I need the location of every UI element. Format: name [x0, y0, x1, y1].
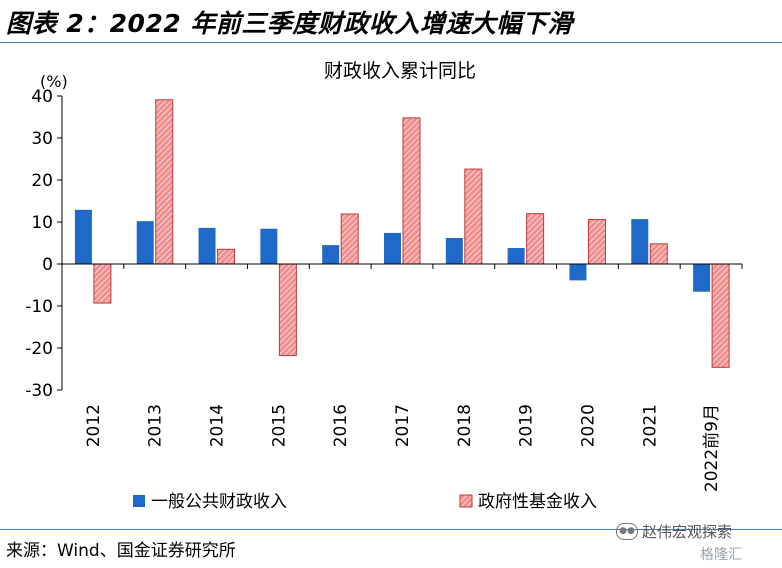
bar-chart: 财政收入累计同比 (%) 40 30 20 10 0 -10 -20 -30 2012 2013…	[25, 60, 743, 512]
bar-general	[322, 245, 340, 264]
y-tick-label: 30	[31, 129, 53, 149]
bar-general	[693, 264, 711, 292]
bar-fund	[649, 243, 668, 265]
bar-fund	[464, 168, 483, 265]
x-tick-label: 2016	[331, 404, 351, 447]
legend: 一般公共财政收入 政府性基金收入	[133, 492, 597, 512]
legend-label-general: 一般公共财政收入	[151, 492, 287, 512]
y-axis-unit: (%)	[40, 72, 68, 91]
bar-general	[569, 264, 587, 281]
watermark: ●● 赵伟宏观探索	[616, 521, 732, 542]
x-tick-label: 2019	[517, 404, 537, 447]
source-rule	[0, 529, 782, 530]
x-tick-label: 2013	[146, 404, 166, 447]
x-tick-label: 2022前9月	[702, 404, 722, 492]
x-tick-label: 2015	[269, 404, 289, 447]
x-tick-label: 2018	[455, 404, 475, 447]
y-tick-label: 0	[42, 255, 53, 275]
figure-title: 图表 2：2022 年前三季度财政收入增速大幅下滑	[6, 9, 573, 38]
bar-general	[507, 248, 525, 264]
source-note: 来源：Wind、国金证券研究所	[6, 541, 236, 561]
legend-swatch-fund	[459, 494, 473, 508]
bar-fund	[587, 218, 606, 265]
y-tick-label: -10	[25, 297, 53, 317]
bar-general	[136, 221, 154, 264]
y-tick-label: 10	[31, 213, 53, 233]
x-tick-label: 2014	[208, 404, 228, 447]
y-tick-label: 40	[31, 87, 53, 107]
y-tick-label: -30	[25, 381, 53, 401]
bar-fund	[402, 117, 421, 265]
watermark-text: 赵伟宏观探索	[642, 523, 733, 541]
wechat-icon: ●●	[616, 523, 638, 540]
y-tick-label: -20	[25, 339, 53, 359]
watermark-secondary: 格隆汇	[700, 547, 742, 563]
bar-fund	[217, 248, 236, 265]
bar-fund	[526, 213, 545, 265]
legend-label-fund: 政府性基金收入	[478, 492, 597, 512]
title-rule	[0, 42, 782, 43]
bar-general	[260, 228, 278, 264]
bar-fund	[93, 263, 112, 304]
bar-fund	[711, 263, 730, 368]
bar-fund	[155, 99, 174, 265]
x-tick-label: 2020	[578, 404, 598, 447]
bar-general	[384, 232, 401, 264]
legend-swatch-general	[133, 495, 145, 507]
bar-general	[74, 209, 92, 264]
x-tick-label: 2021	[640, 404, 660, 447]
bar-fund	[340, 213, 359, 265]
bar-general	[445, 237, 463, 264]
bar-fund	[278, 263, 297, 357]
x-tick-label: 2017	[393, 404, 413, 447]
y-tick-label: 20	[31, 171, 53, 191]
x-tick-label: 2012	[84, 404, 104, 447]
bar-general	[631, 219, 649, 264]
chart-title: 财政收入累计同比	[324, 60, 476, 82]
bar-general	[198, 227, 216, 264]
